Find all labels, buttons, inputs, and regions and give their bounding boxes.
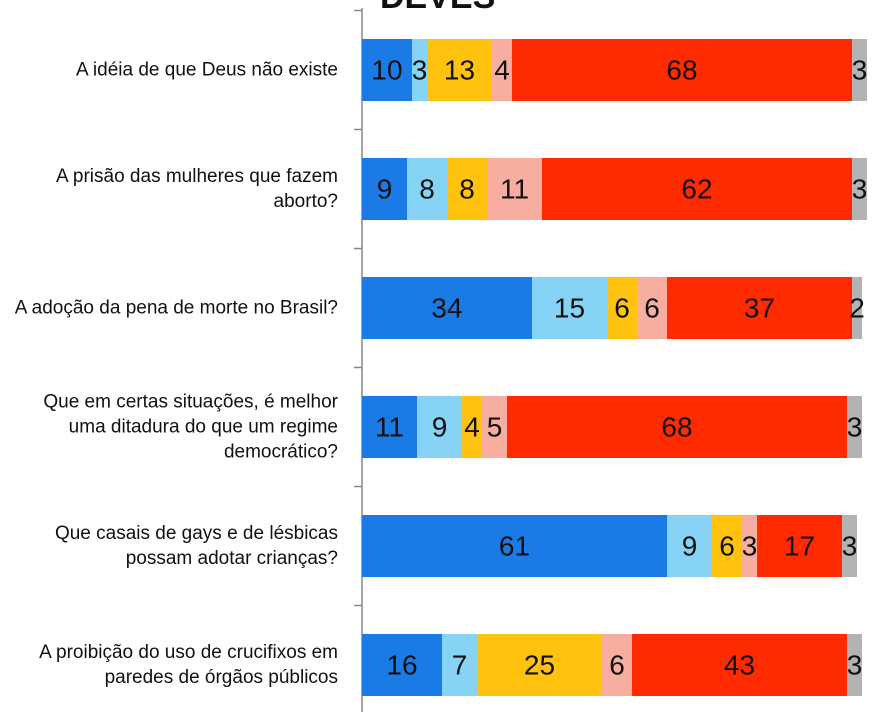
bar-segment bbox=[667, 277, 852, 339]
value-label: 6 bbox=[644, 293, 660, 324]
value-label: 7 bbox=[452, 650, 468, 681]
value-label: 8 bbox=[459, 174, 475, 205]
value-label: 16 bbox=[386, 650, 417, 681]
bar-segment bbox=[512, 39, 852, 101]
value-label: 25 bbox=[524, 650, 555, 681]
value-label: 61 bbox=[499, 531, 530, 562]
bar-segment bbox=[477, 634, 602, 696]
value-label: 17 bbox=[784, 531, 815, 562]
bar-segment bbox=[602, 634, 632, 696]
bar-segment bbox=[507, 396, 847, 458]
bar-segment bbox=[487, 158, 542, 220]
bar-segment bbox=[417, 396, 462, 458]
value-label: 9 bbox=[432, 412, 448, 443]
value-label: 3 bbox=[852, 174, 868, 205]
value-label: 10 bbox=[371, 55, 402, 86]
category-label: A adoção da pena de morte no Brasil? bbox=[14, 297, 338, 319]
bar-segment bbox=[492, 39, 512, 101]
value-label: 62 bbox=[681, 174, 712, 205]
value-label: 9 bbox=[377, 174, 393, 205]
value-label: 11 bbox=[375, 412, 404, 443]
value-label: 6 bbox=[614, 293, 630, 324]
bar-segment bbox=[532, 277, 607, 339]
bar-segment bbox=[362, 39, 412, 101]
bar-segment bbox=[482, 396, 507, 458]
value-label: 34 bbox=[431, 293, 462, 324]
bar-segment bbox=[842, 515, 857, 577]
category-label: A prisão das mulheres que fazem aborto? bbox=[56, 166, 338, 212]
bar-segment bbox=[742, 515, 757, 577]
bar-segment bbox=[412, 39, 427, 101]
value-label: 3 bbox=[742, 531, 758, 562]
value-label: 3 bbox=[847, 650, 863, 681]
bar-segment bbox=[442, 634, 477, 696]
value-label: 6 bbox=[609, 650, 625, 681]
category-label: A proibição do uso de crucifixos em pare… bbox=[39, 642, 338, 688]
value-label: 4 bbox=[464, 412, 480, 443]
value-label: 3 bbox=[847, 412, 863, 443]
bar-segment bbox=[427, 39, 492, 101]
bar-segment bbox=[462, 396, 482, 458]
chart-title: DEVES bbox=[380, 0, 495, 17]
value-label: 68 bbox=[666, 55, 697, 86]
bar-segment bbox=[757, 515, 842, 577]
bar-segment bbox=[407, 158, 447, 220]
bar-segment bbox=[847, 396, 862, 458]
category-label: Que casais de gays e de lésbicas possam … bbox=[54, 523, 338, 569]
value-label: 3 bbox=[852, 55, 868, 86]
bar-segment bbox=[712, 515, 742, 577]
value-label: 3 bbox=[412, 55, 428, 86]
value-label: 13 bbox=[444, 55, 475, 86]
bar-segment bbox=[852, 277, 862, 339]
value-label: 37 bbox=[744, 293, 775, 324]
value-label: 5 bbox=[487, 412, 503, 443]
value-label: 4 bbox=[494, 55, 510, 86]
bar-segment bbox=[632, 634, 847, 696]
bar-segment bbox=[362, 396, 417, 458]
bar-segment bbox=[607, 277, 637, 339]
bar-segment bbox=[362, 634, 442, 696]
value-label: 2 bbox=[849, 293, 865, 324]
value-label: 11 bbox=[500, 174, 529, 205]
value-label: 43 bbox=[724, 650, 755, 681]
value-label: 15 bbox=[554, 293, 585, 324]
bar-segment bbox=[542, 158, 852, 220]
value-label: 3 bbox=[842, 531, 858, 562]
bar-segment bbox=[447, 158, 487, 220]
value-label: 6 bbox=[719, 531, 735, 562]
bar-segment bbox=[637, 277, 667, 339]
value-label: 68 bbox=[661, 412, 692, 443]
value-label: 9 bbox=[682, 531, 698, 562]
bar-segment bbox=[362, 158, 407, 220]
bar-segment bbox=[362, 515, 667, 577]
category-label: A idéia de que Deus não existe bbox=[76, 59, 338, 81]
bar-segment bbox=[362, 277, 532, 339]
bar-segment bbox=[852, 158, 867, 220]
bar-segment bbox=[667, 515, 712, 577]
bar-segment bbox=[852, 39, 867, 101]
value-label: 8 bbox=[419, 174, 435, 205]
category-label: Que em certas situações, é melhor uma di… bbox=[43, 391, 338, 463]
bar-segment bbox=[847, 634, 862, 696]
